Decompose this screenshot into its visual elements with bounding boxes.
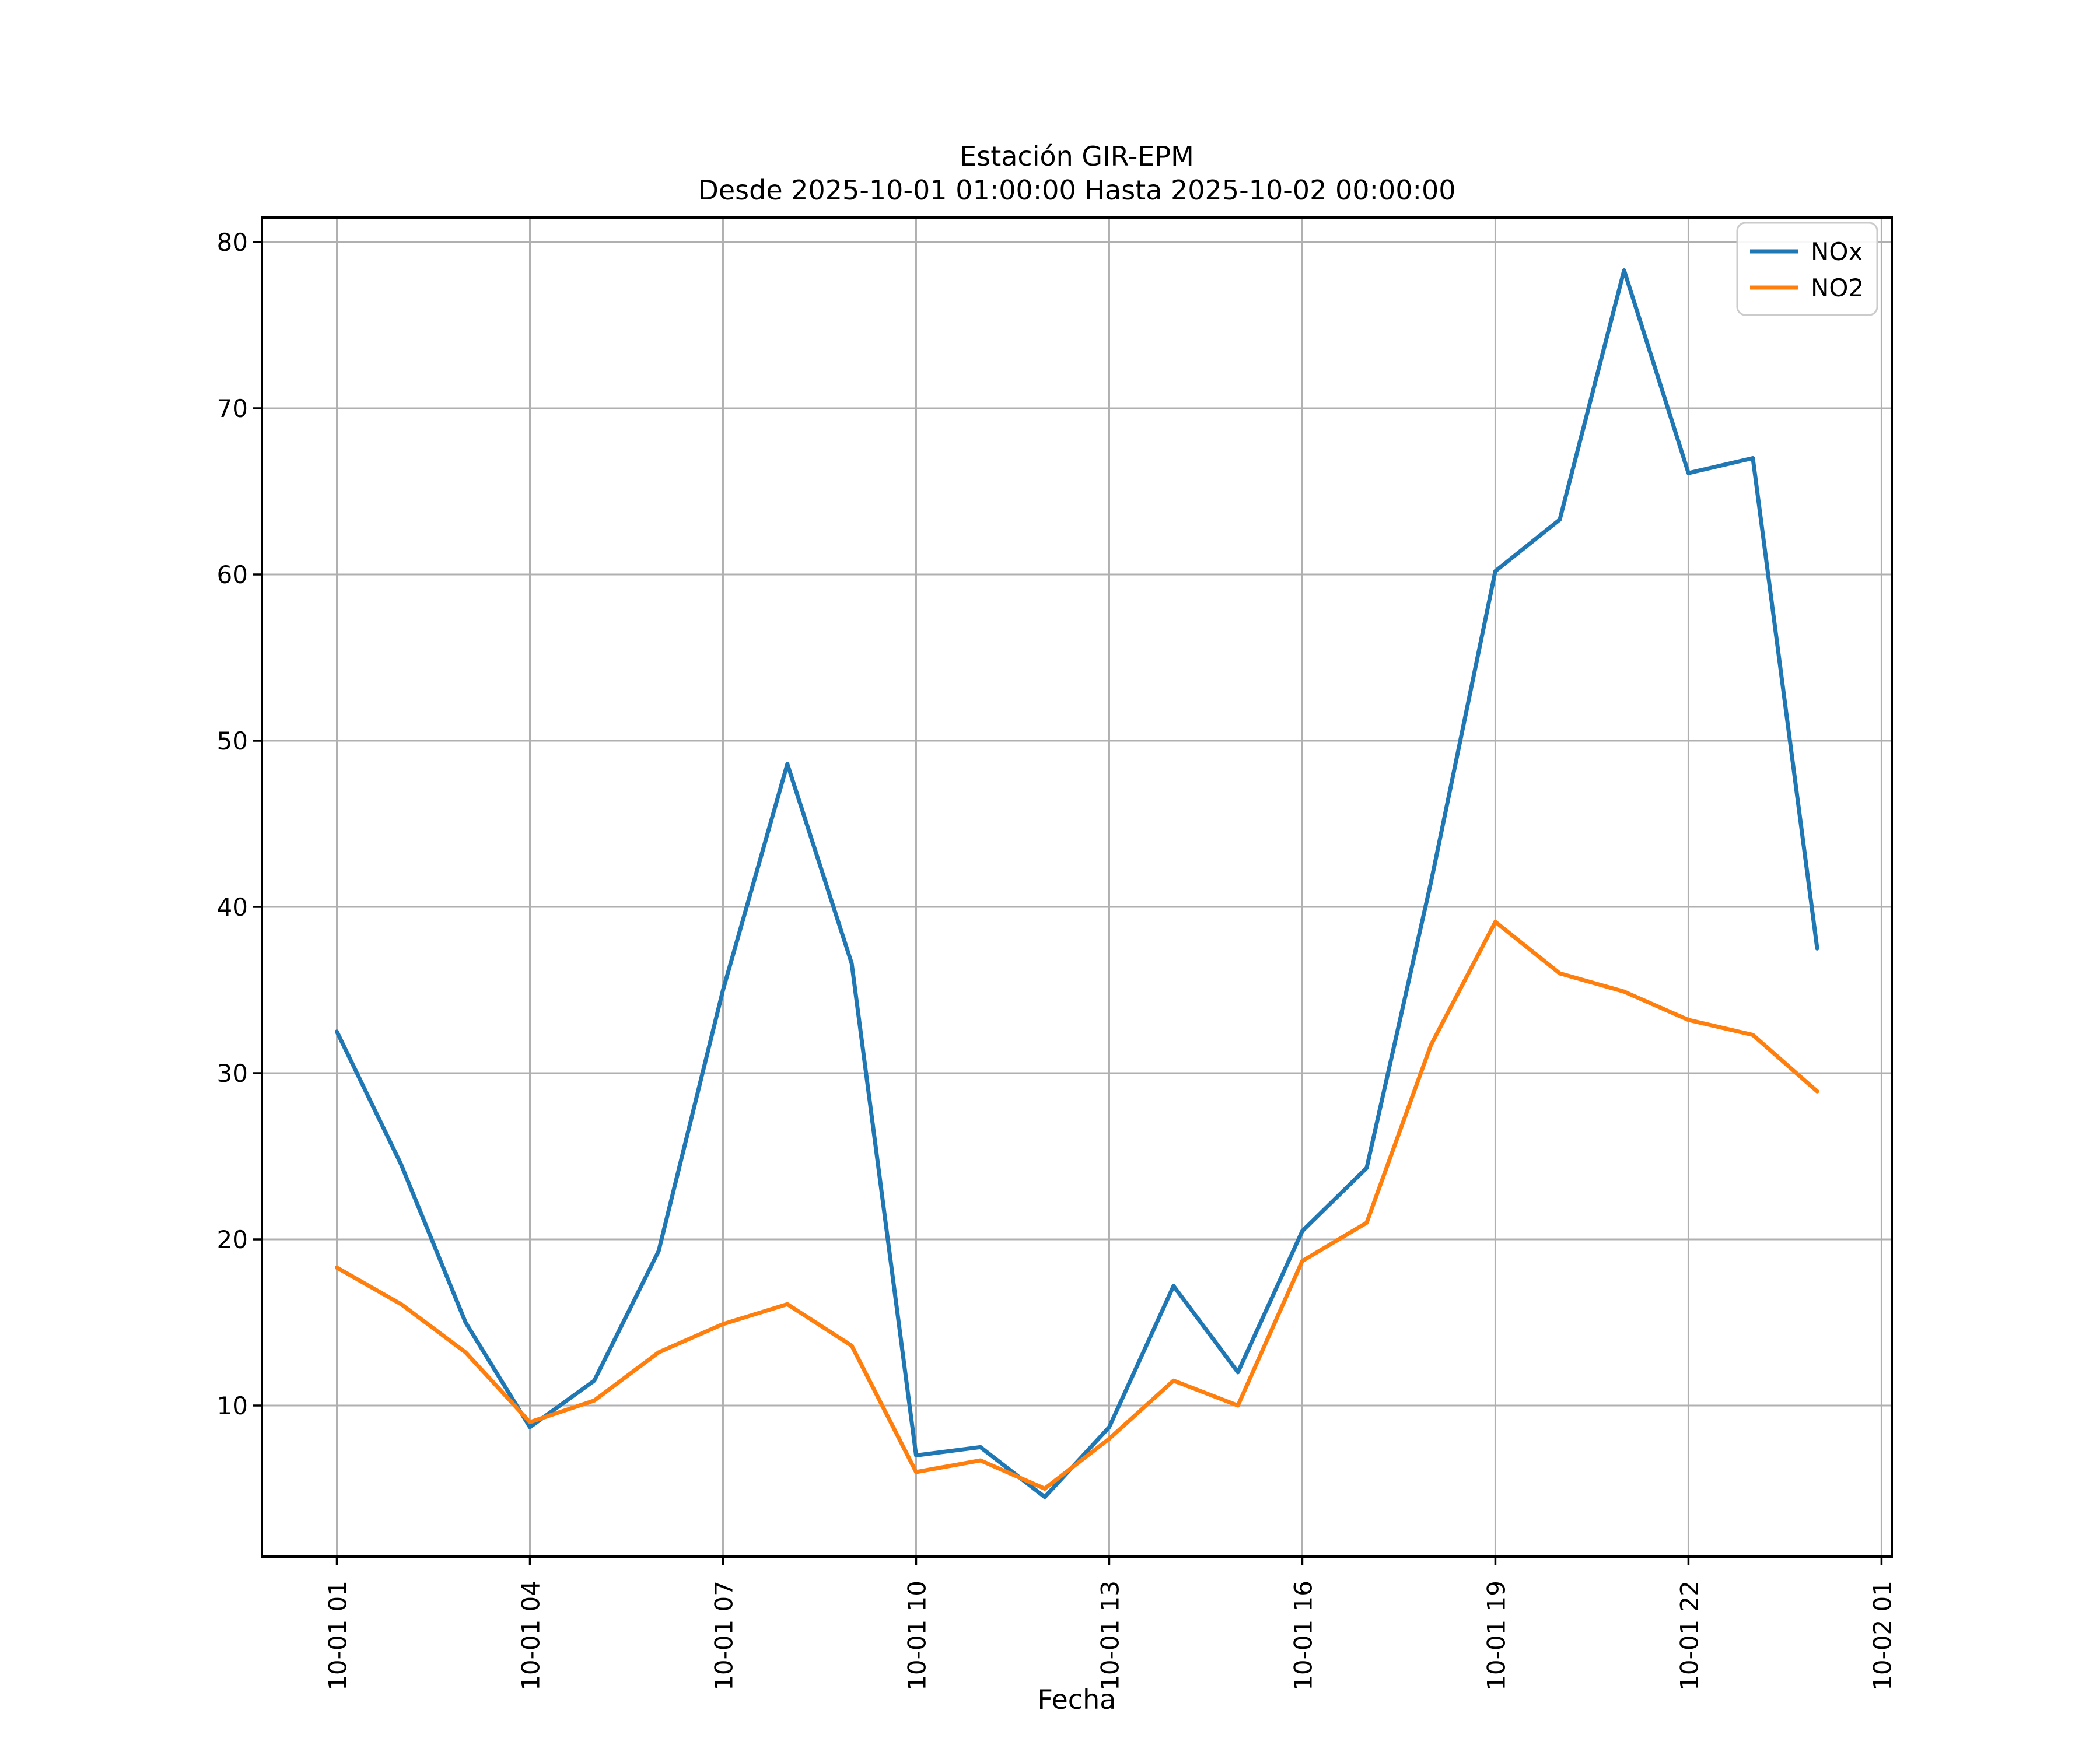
chart-subtitle: Desde 2025-10-01 01:00:00 Hasta 2025-10-… (698, 174, 1455, 206)
data-series (335, 268, 1819, 1499)
y-tick-label: 30 (217, 1059, 248, 1088)
x-tick-label: 10-01 19 (1482, 1581, 1510, 1691)
x-tick-label: 10-01 16 (1289, 1581, 1317, 1691)
axis-ticks: 10-01 01 10-01 04 10-01 07 10-01 10 10-01 13… (217, 228, 1897, 1691)
plot-area (262, 218, 1892, 1557)
x-axis-label: Fecha (1038, 1684, 1116, 1715)
y-tick-label: 20 (217, 1225, 248, 1254)
y-tick-label: 70 (217, 394, 248, 423)
y-tick-label: 40 (217, 893, 248, 921)
y-tick-label: 10 (217, 1392, 248, 1420)
x-tick-label: 10-01 13 (1096, 1581, 1124, 1691)
legend-box (1736, 222, 1878, 316)
x-tick-label: 10-01 01 (324, 1581, 352, 1691)
legend-label-no2: NO2 (1811, 274, 1864, 302)
series-line-no2 (335, 920, 1819, 1491)
x-tick-label: 10-02 01 (1868, 1581, 1896, 1691)
y-tick-label: 60 (217, 560, 248, 589)
legend-label-nox: NOx (1811, 237, 1863, 266)
grid-lines (262, 218, 1892, 1557)
x-tick-label: 10-01 04 (516, 1581, 545, 1691)
y-tick-label: 80 (217, 228, 248, 257)
x-tick-label: 10-01 07 (709, 1581, 738, 1691)
axes-spines (261, 216, 1893, 1558)
y-tick-label: 50 (217, 727, 248, 755)
legend: NOx NO2 (1736, 222, 1878, 316)
chart-title: Estación GIR-EPM (960, 141, 1194, 172)
x-tick-label: 10-01 10 (902, 1581, 931, 1691)
x-tick-label: 10-01 22 (1675, 1581, 1703, 1691)
